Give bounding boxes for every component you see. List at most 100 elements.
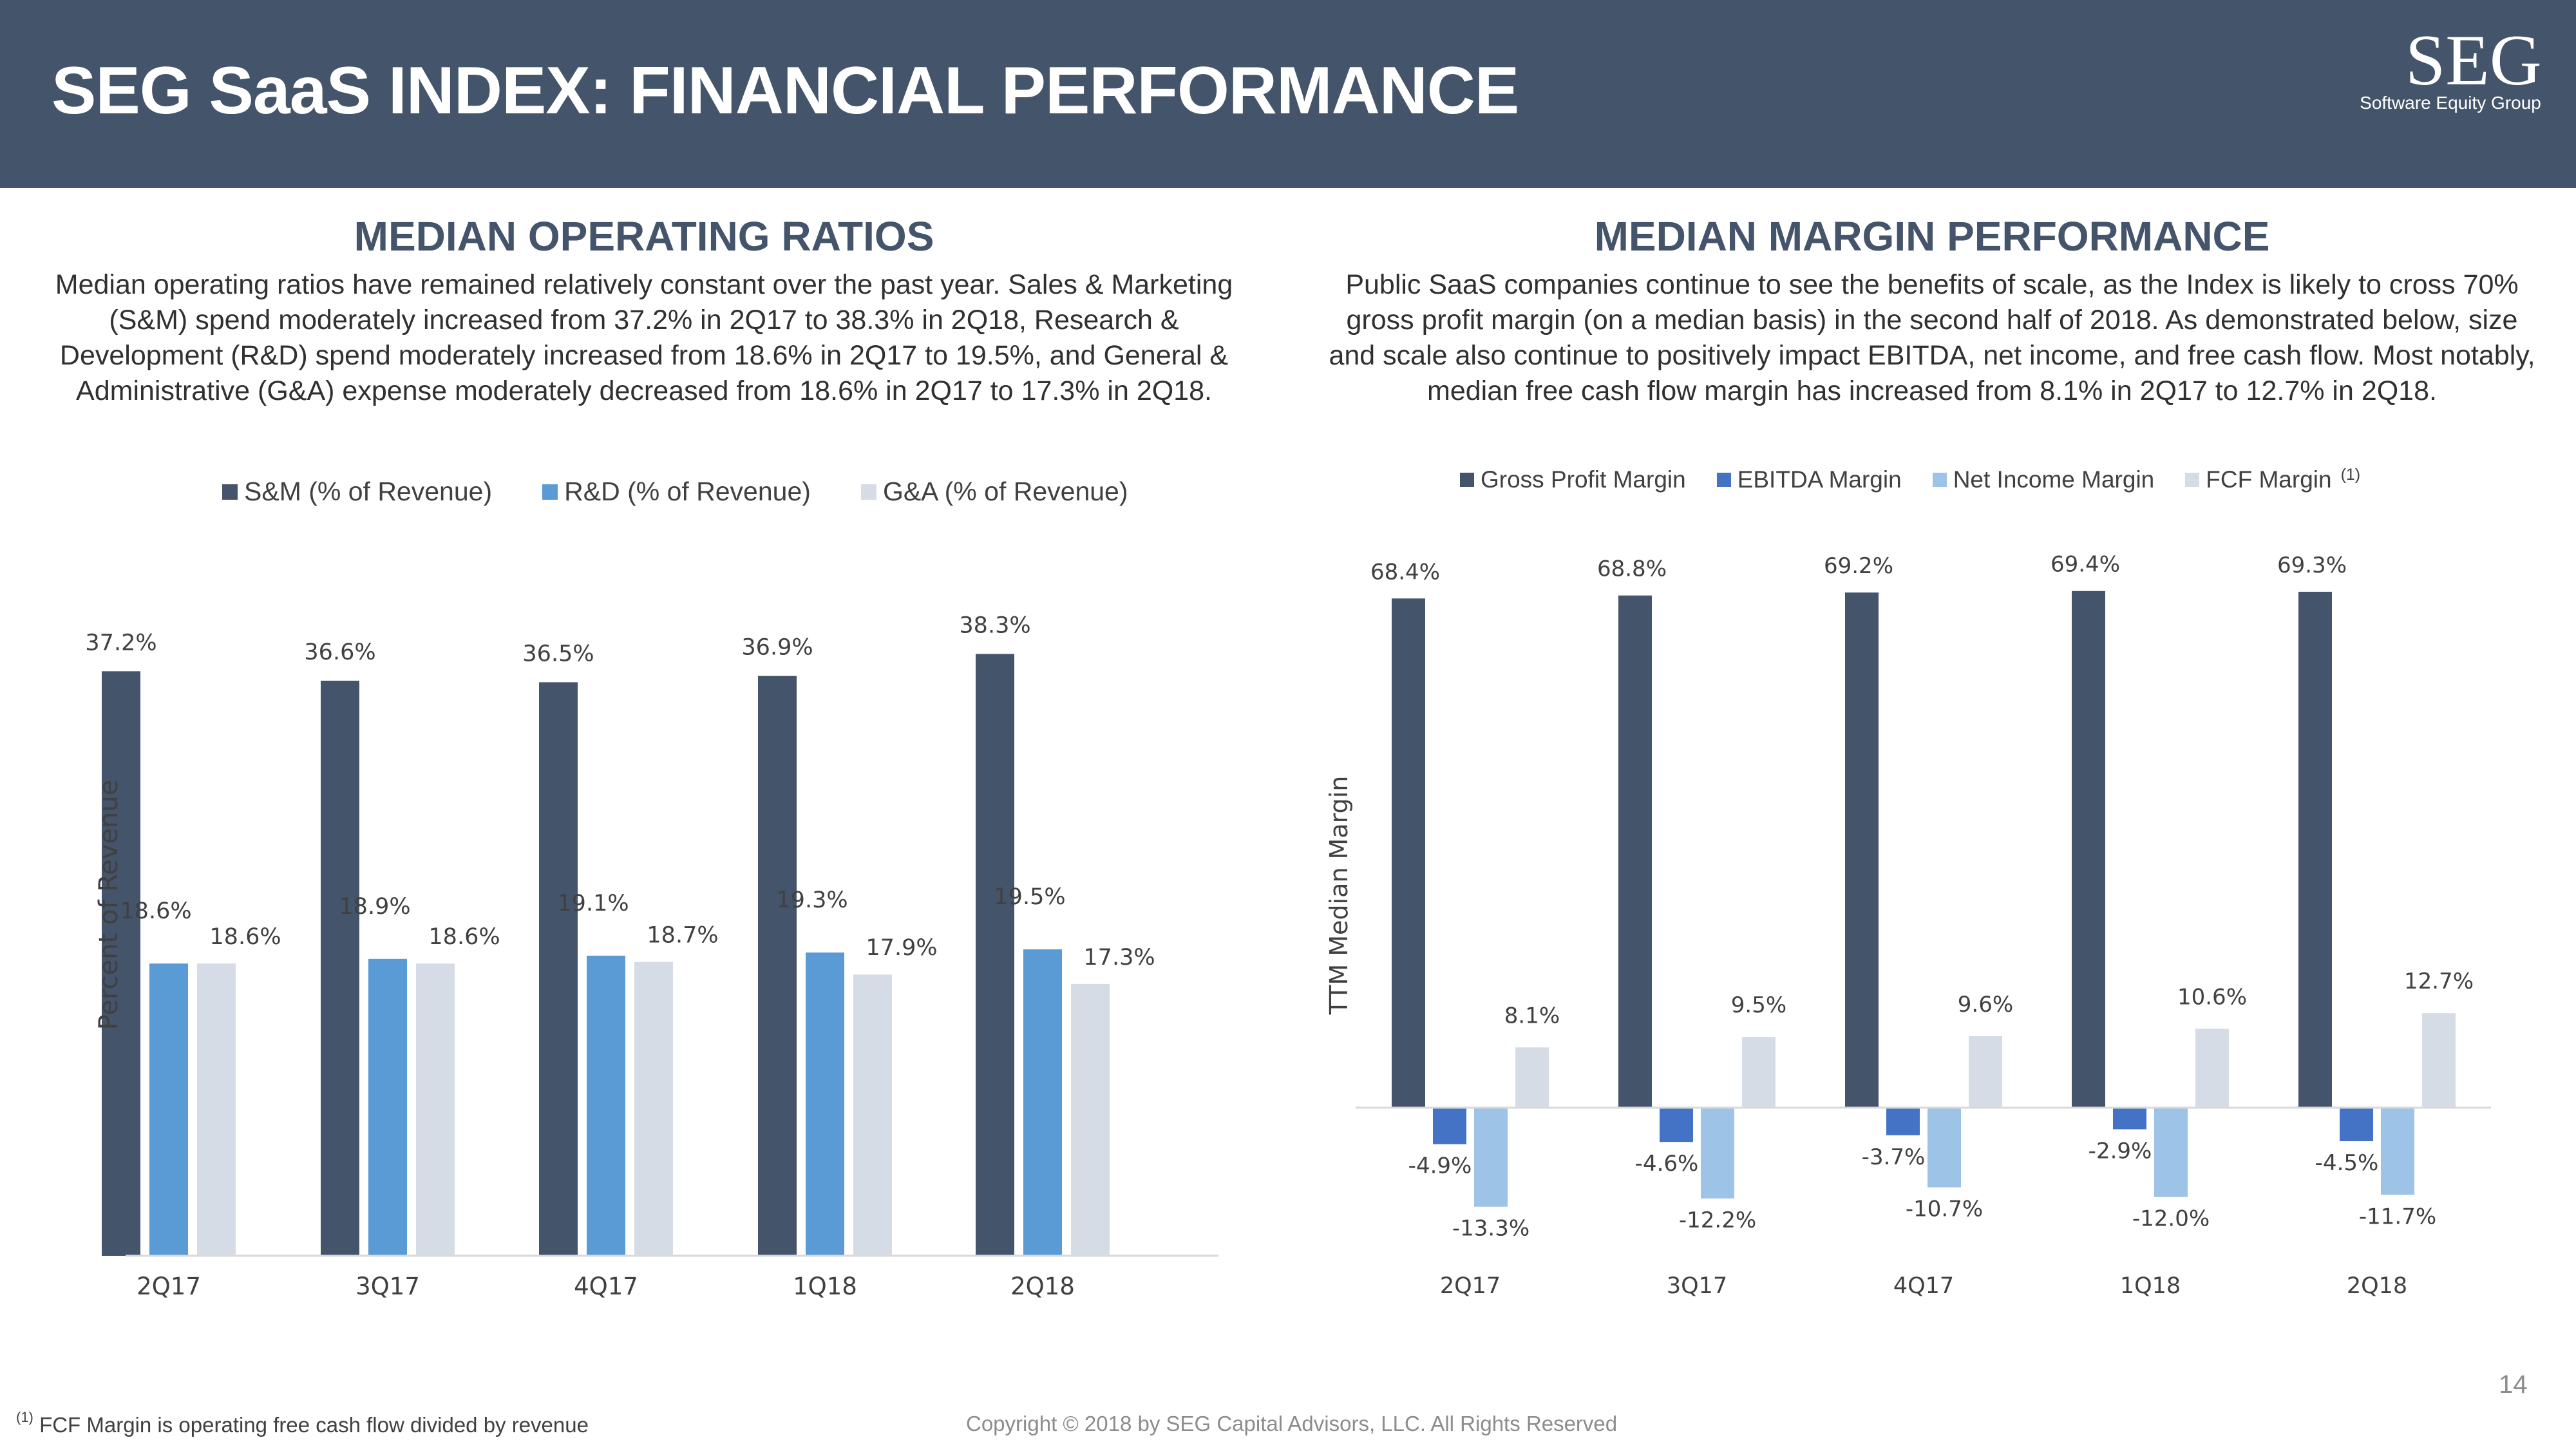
x-tick-label: 1Q18 xyxy=(2120,1273,2181,1299)
bar-r-d-of-revenue-4q17 xyxy=(587,955,625,1256)
legend-label-net-income: Net Income Margin xyxy=(1953,466,2155,493)
legend-item-sm: S&M (% of Revenue) xyxy=(222,477,492,507)
data-label: 18.6% xyxy=(209,924,281,950)
data-label: 69.4% xyxy=(2050,552,2120,578)
data-label: 18.9% xyxy=(339,894,410,920)
data-label: -3.7% xyxy=(1862,1144,1926,1170)
page-number: 14 xyxy=(2499,1370,2528,1399)
data-label: -4.5% xyxy=(2315,1150,2379,1176)
bar-gross-profit-margin-4q17 xyxy=(1845,592,1879,1108)
data-label: 36.6% xyxy=(304,639,375,665)
operating-ratios-chart: 37.2% 18.6% 18.6% 2Q17 36.6% 18.9% 18.6% 3Q17 36… xyxy=(85,612,1218,1300)
x-tick-label: 4Q17 xyxy=(574,1273,638,1300)
legend-label-ebitda: EBITDA Margin xyxy=(1737,466,1902,493)
bar-fcf-margin-3q17 xyxy=(1742,1037,1776,1108)
x-tick-label: 2Q18 xyxy=(2347,1273,2407,1299)
x-tick-label: 3Q17 xyxy=(355,1273,420,1300)
x-tick-label: 4Q17 xyxy=(1893,1273,1954,1299)
operating-ratios-legend: S&M (% of Revenue) R&D (% of Revenue) G&… xyxy=(222,477,1128,507)
legend-swatch-ebitda xyxy=(1716,473,1731,487)
x-tick-label: 1Q18 xyxy=(793,1273,857,1300)
bar-g-a-of-revenue-1q18 xyxy=(853,974,892,1256)
data-label: -12.2% xyxy=(1679,1208,1756,1233)
legend-label-fcf: FCF Margin xyxy=(2206,466,2332,493)
data-label: 18.7% xyxy=(647,923,718,949)
bar-ebitda-margin-3q17 xyxy=(1660,1108,1693,1142)
data-label: -11.7% xyxy=(2359,1204,2436,1229)
data-label: 37.2% xyxy=(85,630,156,656)
legend-item-net-income: Net Income Margin xyxy=(1932,466,2155,493)
bar-s-m-of-revenue-3q17 xyxy=(321,680,359,1256)
data-label: 38.3% xyxy=(959,612,1030,638)
legend-label-rd: R&D (% of Revenue) xyxy=(564,477,811,506)
y-axis-title: Percent of Revenue xyxy=(94,780,124,1030)
legend-label-sm: S&M (% of Revenue) xyxy=(244,477,493,506)
data-label: 9.5% xyxy=(1731,992,1786,1018)
legend-item-rd: R&D (% of Revenue) xyxy=(542,477,811,507)
data-label: -2.9% xyxy=(2088,1139,2152,1164)
bar-gross-profit-margin-3q17 xyxy=(1618,595,1652,1108)
bar-ebitda-margin-4q17 xyxy=(1886,1108,1920,1135)
data-label: 36.9% xyxy=(741,635,813,661)
bar-gross-profit-margin-2q18 xyxy=(2298,591,2332,1108)
bar-net-income-margin-4q17 xyxy=(1927,1108,1961,1188)
bar-s-m-of-revenue-2q17 xyxy=(102,671,140,1256)
bar-r-d-of-revenue-3q17 xyxy=(368,958,407,1256)
y-axis-title: TTM Median Margin xyxy=(1325,776,1353,1016)
x-tick-label: 2Q18 xyxy=(1010,1273,1075,1300)
data-label: 18.6% xyxy=(428,924,500,950)
bar-net-income-margin-2q18 xyxy=(2381,1108,2414,1195)
bar-net-income-margin-1q18 xyxy=(2154,1108,2188,1197)
header-bar: SEG SaaS INDEX: FINANCIAL PERFORMANCE SE… xyxy=(0,0,2576,188)
bar-fcf-margin-2q18 xyxy=(2422,1013,2456,1108)
data-label: -10.7% xyxy=(1906,1197,1983,1222)
x-tick-label: 2Q17 xyxy=(1440,1273,1501,1299)
margin-performance-legend: Gross Profit Margin EBITDA Margin Net In… xyxy=(1460,466,2360,493)
x-tick-label: 3Q17 xyxy=(1667,1273,1727,1299)
data-label: 19.1% xyxy=(557,891,629,916)
data-label: 12.7% xyxy=(2404,969,2474,994)
bar-net-income-margin-2q17 xyxy=(1474,1108,1508,1207)
data-label: 17.9% xyxy=(866,935,937,961)
bar-fcf-margin-1q18 xyxy=(2195,1028,2229,1108)
bar-fcf-margin-2q17 xyxy=(1515,1047,1549,1108)
page-title: SEG SaaS INDEX: FINANCIAL PERFORMANCE xyxy=(52,53,1519,128)
legend-item-gross-profit: Gross Profit Margin xyxy=(1460,466,1686,493)
margin-performance-title: MEDIAN MARGIN PERFORMANCE xyxy=(1594,213,2270,260)
bar-gross-profit-margin-2q17 xyxy=(1392,598,1425,1108)
data-label: -13.3% xyxy=(1452,1216,1530,1242)
footnote-marker: (1) xyxy=(16,1409,33,1425)
bar-fcf-margin-4q17 xyxy=(1969,1036,2002,1108)
legend-swatch-sm xyxy=(222,484,238,500)
data-label: 18.6% xyxy=(120,898,191,924)
bar-s-m-of-revenue-4q17 xyxy=(539,682,578,1256)
legend-label-ga: G&A (% of Revenue) xyxy=(882,477,1128,506)
legend-label-gross-profit: Gross Profit Margin xyxy=(1481,466,1686,493)
bar-r-d-of-revenue-1q18 xyxy=(806,952,844,1256)
bar-s-m-of-revenue-1q18 xyxy=(758,676,797,1256)
bar-g-a-of-revenue-2q18 xyxy=(1071,983,1110,1256)
bar-net-income-margin-3q17 xyxy=(1701,1108,1734,1199)
data-label: 19.5% xyxy=(994,884,1065,910)
legend-item-ga: G&A (% of Revenue) xyxy=(860,477,1128,507)
margin-performance-description: Public SaaS companies continue to see th… xyxy=(1329,269,2535,406)
legend-item-ebitda: EBITDA Margin xyxy=(1716,466,1902,493)
footnote-text: FCF Margin is operating free cash flow d… xyxy=(39,1413,589,1437)
x-tick-label: 2Q17 xyxy=(137,1273,201,1300)
bar-g-a-of-revenue-3q17 xyxy=(416,963,455,1256)
bar-g-a-of-revenue-4q17 xyxy=(634,961,673,1256)
fcf-footnote-marker: (1) xyxy=(2340,465,2361,484)
bar-gross-profit-margin-1q18 xyxy=(2072,591,2105,1108)
operating-ratios-title: MEDIAN OPERATING RATIOS xyxy=(354,213,934,260)
bar-ebitda-margin-2q17 xyxy=(1433,1108,1466,1144)
data-label: -4.9% xyxy=(1408,1153,1472,1179)
legend-swatch-gross-profit xyxy=(1460,473,1474,487)
legend-item-fcf: FCF Margin (1) xyxy=(2185,466,2360,493)
bar-r-d-of-revenue-2q17 xyxy=(149,963,188,1256)
bar-ebitda-margin-2q18 xyxy=(2340,1108,2373,1142)
data-label: 19.3% xyxy=(776,887,848,913)
copyright: Copyright © 2018 by SEG Capital Advisors… xyxy=(966,1412,1618,1435)
data-label: 69.3% xyxy=(2277,553,2347,578)
legend-swatch-rd xyxy=(542,484,558,500)
data-label: 17.3% xyxy=(1083,945,1155,971)
